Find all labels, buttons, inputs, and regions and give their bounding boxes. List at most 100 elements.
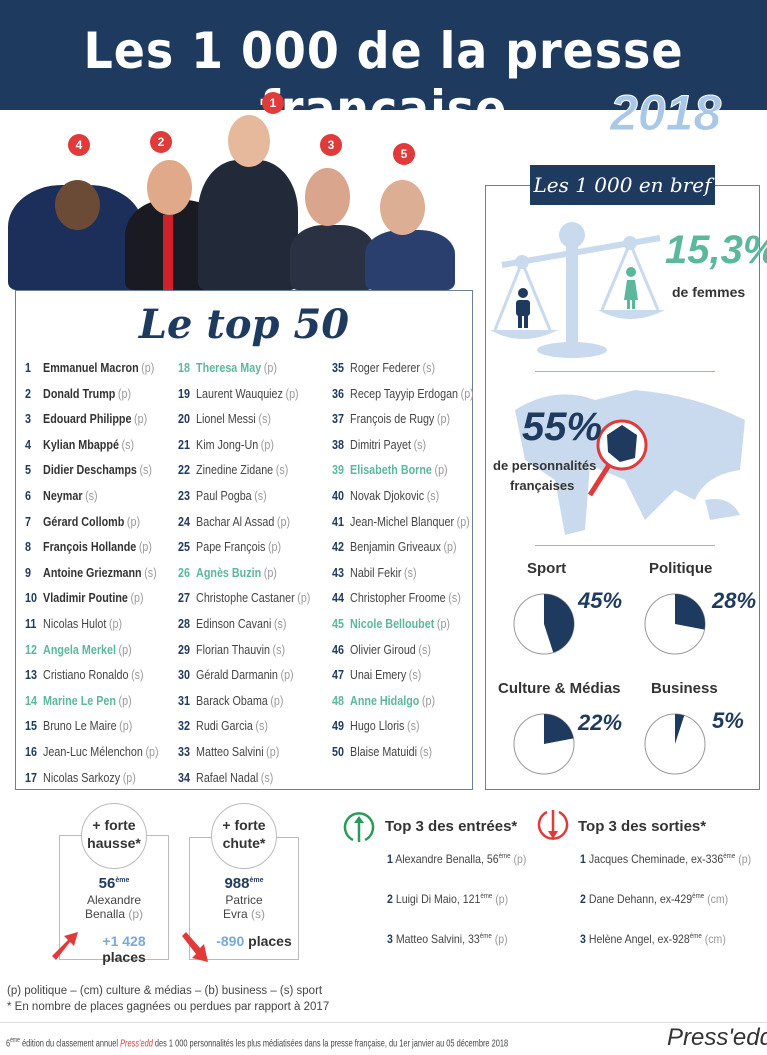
fall-unit: places (248, 933, 292, 949)
category: (p) (145, 745, 159, 759)
pie-slice (675, 714, 685, 744)
top50-panel: Le top 50 1 Emmanuel Macron (p) 2 Donald Tru… (15, 290, 474, 790)
person-name: Nabil Fekir (350, 565, 402, 580)
top50-item: 26 Agnès Buzin (p) (178, 564, 277, 582)
header-banner (0, 0, 767, 110)
rise-title-circle: + forte hausse* (81, 803, 147, 869)
arrow-down-icon (182, 932, 208, 962)
category: (s) (121, 437, 135, 452)
edition-number: 6 (6, 1038, 11, 1050)
top50-item: 19 Laurent Wauquiez (p) (178, 385, 299, 403)
brief-title: Les 1 000 en bref (530, 165, 715, 205)
category: (p) (118, 693, 132, 708)
person-name: Christophe Castaner (196, 591, 295, 606)
rank: 19 (178, 386, 190, 401)
rank-suffix: ème (498, 853, 511, 860)
rank: 29 (178, 642, 190, 657)
top50-item: 8 François Hollande (p) (25, 538, 152, 556)
rank-badge: 2 (150, 131, 172, 153)
women-label: de femmes (672, 284, 746, 300)
person-name: Alexandre Benalla, 56 (395, 852, 499, 866)
rank: 7 (25, 514, 31, 529)
category-label: Politique (649, 560, 713, 577)
footnote: * En nombre de places gagnées ou perdues… (7, 1001, 330, 1013)
exits-item: 2 Dane Dehann, ex-429ème (cm) (580, 892, 728, 906)
footer-text-part: édition du classement annuel (19, 1038, 121, 1050)
rank: 18 (178, 361, 190, 375)
person-name: Blaise Matuidi (350, 745, 417, 759)
category-legend: (p) politique – (cm) culture & médias – … (7, 985, 323, 997)
person-name: Recep Tayyip Erdogan (350, 386, 459, 401)
top50-item: 7 Gérard Collomb (p) (25, 513, 140, 531)
top50-item: 45 Nicole Belloubet (p) (332, 615, 450, 633)
rank: 37 (332, 412, 344, 427)
category: (s) (407, 719, 420, 734)
person-name: Unai Emery (350, 668, 407, 683)
category: (p) (456, 514, 470, 529)
person-name: Benjamin Griveaux (350, 540, 441, 555)
french-percent: 55% (522, 405, 603, 449)
category-label: Sport (527, 560, 567, 577)
category: (s) (275, 463, 289, 478)
rank: 20 (178, 412, 190, 427)
top50-item: 18 Theresa May (p) (178, 359, 277, 377)
rank: 17 (25, 770, 37, 785)
rank: 12 (25, 642, 37, 657)
exits-title: Top 3 des sorties* (578, 818, 707, 835)
rank: 24 (178, 514, 190, 529)
photo-head (55, 180, 100, 230)
person-name: Pape François (196, 540, 266, 555)
category: (s) (272, 642, 286, 657)
tie (163, 215, 173, 290)
rank: 35 (332, 361, 344, 375)
top50-item: 31 Barack Obama (p) (178, 692, 283, 710)
exits-item: 1 Jacques Cheminade, ex-336ème (p) (580, 852, 751, 866)
category: (p) (280, 668, 294, 683)
rank: 33 (178, 745, 190, 759)
person-name: François Hollande (43, 540, 137, 555)
rank: 27 (178, 591, 190, 606)
top50-item: 37 François de Rugy (p) (332, 410, 450, 428)
top50-item: 32 Rudi Garcia (s) (178, 717, 268, 735)
rank: 3 (387, 932, 393, 946)
top50-item: 22 Zinedine Zidane (s) (178, 461, 288, 479)
rank: 36 (332, 386, 344, 401)
person-name: Bruno Le Maire (43, 719, 117, 734)
rank-badge: 4 (68, 134, 90, 156)
category: (p) (263, 565, 277, 580)
category: (p) (270, 693, 284, 708)
top50-item: 16 Jean-Luc Mélenchon (p) (25, 743, 159, 761)
rank: 10 (25, 591, 37, 606)
fall-rank: 988 (224, 875, 250, 892)
person-name: Neymar (43, 489, 83, 503)
category: (s) (258, 412, 271, 427)
top50-item: 48 Anne Hidalgo (p) (332, 692, 435, 710)
top50-item: 11 Nicolas Hulot (p) (25, 615, 122, 633)
top50-item: 27 Christophe Castaner (p) (178, 589, 310, 607)
rank-suffix: ème (479, 933, 492, 940)
pressedd-logo: Press'edd (667, 1024, 767, 1051)
top50-item: 9 Antoine Griezmann (s) (25, 564, 157, 582)
person-name: Matteo Salvini (196, 745, 264, 759)
rank: 21 (178, 437, 190, 452)
category-label: Business (651, 680, 718, 697)
category: (cm) (704, 932, 726, 946)
person-name: Agnès Buzin (196, 565, 262, 580)
category-percent: 45% (578, 588, 623, 613)
person-name: Barack Obama (196, 693, 268, 708)
brand-inline: Press'edd (120, 1038, 153, 1050)
top50-item: 14 Marine Le Pen (p) (25, 692, 132, 710)
person-name: Florian Thauvin (196, 642, 270, 657)
fall-category: (s) (251, 907, 266, 921)
entries-item: 1 Alexandre Benalla, 56ème (p) (387, 852, 526, 866)
top50-item: 46 Olivier Giroud (s) (332, 641, 431, 659)
entries-item: 3 Matteo Salvini, 33ème (p) (387, 932, 508, 946)
rank: 13 (25, 668, 37, 683)
edition-suffix: ème (10, 1037, 20, 1044)
rank: 1 (580, 852, 586, 866)
person-name: Zinedine Zidane (196, 463, 274, 478)
pie-slice (675, 594, 706, 630)
rank: 28 (178, 617, 190, 631)
category: (p) (134, 412, 148, 427)
french-label: françaises (510, 478, 575, 493)
